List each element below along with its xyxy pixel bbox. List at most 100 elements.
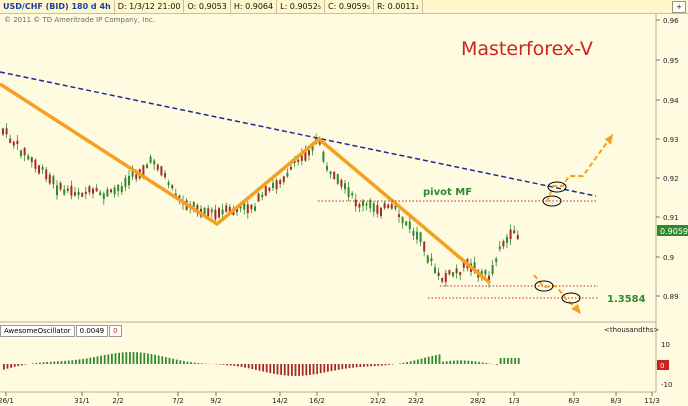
oscillator-bar <box>136 352 138 364</box>
candle-body <box>34 159 37 169</box>
symbol-label[interactable]: USD/CHF (BID) 180 d 4h <box>0 0 115 13</box>
oscillator-bar <box>276 364 279 375</box>
candle-body <box>16 140 19 145</box>
candle-body <box>156 164 159 170</box>
candle-body <box>74 192 76 196</box>
candle-body <box>426 255 429 263</box>
candle-body <box>444 272 447 283</box>
bar-open: O: 0.9053 <box>184 0 231 13</box>
candle-body <box>95 188 98 192</box>
oscillator-bar <box>305 364 308 376</box>
oscillator-bar <box>388 364 390 365</box>
candle-body <box>142 165 145 176</box>
oscillator-bar <box>67 360 70 364</box>
oscillator-bar <box>269 364 272 374</box>
oscillator-bar <box>186 361 189 364</box>
oscillator-bar <box>107 354 110 364</box>
candle-body <box>290 166 292 170</box>
date-tick-label: 28/2 <box>470 397 486 405</box>
oscillator-bar <box>150 354 153 364</box>
oscillator-bar <box>237 364 239 367</box>
oscillator-name[interactable]: AwesomeOscillator <box>0 325 75 337</box>
oscillator-bar <box>301 364 304 376</box>
expand-button[interactable]: + <box>672 0 686 13</box>
price-grid <box>0 19 656 297</box>
oscillator-bar <box>6 364 9 369</box>
oscillator-bar <box>100 355 102 364</box>
oscillator-bar <box>427 356 430 364</box>
oscillator-bar <box>355 364 358 368</box>
oscillator-bars <box>3 352 520 376</box>
candle-body <box>146 164 148 169</box>
candle-body <box>174 193 177 197</box>
candle-body <box>398 214 400 217</box>
candle-body <box>513 230 516 234</box>
oscillator-bar <box>330 364 333 372</box>
oscillator-bar <box>460 360 462 364</box>
date-tick-label: 7/2 <box>172 397 183 405</box>
oscillator-bar <box>503 358 506 364</box>
candle-body <box>279 180 282 185</box>
oscillator-bar <box>233 364 236 366</box>
oscillator-bar <box>172 358 174 364</box>
candle-body <box>41 167 44 170</box>
candle-body <box>336 173 339 184</box>
bar-high: H: 0.9064 <box>231 0 278 13</box>
oscillator-bar <box>247 364 250 369</box>
oscillator-bar <box>96 356 99 364</box>
price-tick-label: 0.89 <box>663 293 679 301</box>
oscillator-bar <box>399 363 401 364</box>
oscillator-bar <box>323 364 326 373</box>
oscillator-bar <box>507 358 509 364</box>
date-tick-label: 1/3 <box>508 397 519 405</box>
date-tick-label: 23/2 <box>408 397 424 405</box>
candle-body <box>167 182 170 185</box>
candle-body <box>214 209 217 220</box>
oscillator-bar <box>3 364 5 370</box>
candle-body <box>459 272 462 276</box>
date-axis: 26/1 31/1 2/2 7/2 9/2 14/2 16/2 21/2 23/2 28/2 1/3… <box>0 322 660 405</box>
osc-tick-label: 10 <box>661 341 670 349</box>
candle-body <box>437 272 440 276</box>
oscillator-bar <box>78 359 81 364</box>
oscillator-bar <box>175 359 178 364</box>
oscillator-bar <box>17 364 20 367</box>
candle-body <box>113 187 116 195</box>
candle-body <box>164 173 166 178</box>
oscillator-bar <box>114 353 117 364</box>
oscillator-bar <box>273 364 275 374</box>
oscillator-bar <box>201 363 203 364</box>
candle-body <box>430 258 433 262</box>
candle-body <box>434 267 436 274</box>
pivot-label: pivot MF <box>423 187 472 198</box>
oscillator-bar <box>366 364 369 367</box>
date-tick-label: 26/1 <box>0 397 14 405</box>
candle-body <box>250 204 253 210</box>
candle-body <box>358 204 361 208</box>
oscillator-bar <box>438 354 441 364</box>
oscillator-bar <box>157 355 160 364</box>
candle-body <box>286 172 289 177</box>
oscillator-bar <box>31 363 34 364</box>
oscillator-bar <box>197 362 200 364</box>
candle-body <box>423 241 426 252</box>
oscillator-bar <box>327 364 329 372</box>
date-tick-label: 9/2 <box>210 397 221 405</box>
candle-body <box>405 221 408 226</box>
oscillator-bar <box>478 361 480 364</box>
price-tick-label: 0.91 <box>663 214 679 222</box>
candle-body <box>261 194 264 198</box>
oscillator-bar <box>499 358 502 364</box>
oscillator-bar <box>13 364 16 367</box>
candle-body <box>376 205 379 214</box>
candle-body <box>455 268 458 274</box>
oscillator-bar <box>417 359 419 364</box>
chart-title: Masterforex-V <box>461 38 593 60</box>
current-price-text: 0.9059 <box>660 227 688 236</box>
date-tick-label: 11/3 <box>644 397 660 405</box>
price-axis: 0.96 0.95 0.94 0.93 0.92 0.91 0.9 0.89 <box>656 17 679 301</box>
candle-body <box>210 209 213 213</box>
oscillator-bar <box>377 364 380 366</box>
date-tick-label: 8/3 <box>610 397 621 405</box>
